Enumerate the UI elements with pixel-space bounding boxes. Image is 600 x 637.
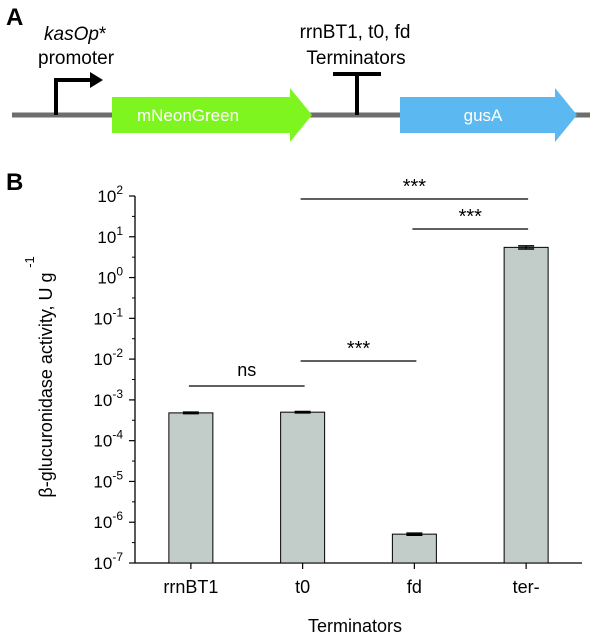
y-tick-label: 10-1 [93, 305, 123, 328]
y-tick-label: 10-3 [93, 387, 123, 410]
mneongreen-gene-label: mNeonGreen [137, 106, 239, 125]
y-tick-base: 10 [97, 269, 116, 288]
y-tick-label: 102 [97, 183, 123, 206]
y-tick-base: 10 [93, 391, 112, 410]
promoter-arrowhead-icon [90, 72, 103, 88]
y-tick-base: 10 [97, 228, 116, 247]
x-tick-label: rrnBT1 [163, 577, 218, 597]
y-tick-exponent: -6 [112, 509, 123, 523]
y-tick-base: 10 [93, 554, 112, 573]
x-ticks: rrnBT1 t0 fd ter- [163, 563, 540, 597]
promoter-word: promoter [38, 48, 115, 69]
promoter-arrow-icon [54, 78, 92, 115]
panel-b: B β-glucuronidase activity, U g -1 10210… [6, 169, 582, 636]
y-tick-label: 10-2 [93, 346, 123, 369]
y-tick-exponent: -3 [112, 387, 123, 401]
x-axis-title: Terminators [308, 616, 402, 636]
y-tick-exponent: -5 [112, 468, 123, 482]
y-tick-exponent: -4 [112, 428, 123, 442]
terminator-label-line2: Terminators [306, 48, 405, 69]
y-tick-exponent: -1 [112, 305, 123, 319]
comparison-label: *** [403, 176, 427, 198]
bar-fd [391, 533, 437, 564]
gusa-gene-arrow [400, 88, 577, 142]
y-tick-exponent: 2 [116, 183, 123, 197]
y-tick-base: 10 [93, 432, 112, 451]
y-tick-label: 10-6 [93, 509, 123, 532]
y-tick-base: 10 [93, 472, 112, 491]
terminator-label-line1: rrnBT1, t0, fd [300, 22, 411, 43]
panel-a-label: A [6, 4, 23, 31]
y-axis-label: β-glucuronidase activity, U g [36, 272, 56, 497]
y-axis-title: β-glucuronidase activity, U g [36, 272, 56, 497]
bar-ter- [503, 246, 549, 564]
comparison-label: ns [237, 360, 256, 380]
significance-brackets: ns *** *** *** [188, 176, 529, 387]
x-tick-label: ter- [513, 577, 540, 597]
promoter-label-top: kasOp* [44, 24, 107, 45]
y-tick-exponent: 0 [116, 265, 123, 279]
bar-t0 [280, 411, 326, 564]
panel-b-label: B [6, 169, 23, 196]
x-tick-label: fd [407, 577, 422, 597]
comparison-label: *** [459, 206, 483, 228]
bars [168, 245, 549, 564]
comparison-label: *** [347, 338, 371, 360]
y-tick-label: 100 [97, 265, 123, 288]
gusa-gene-label: gusA [464, 106, 503, 125]
y-tick-label: 10-7 [93, 550, 123, 573]
y-tick-exponent: -7 [112, 550, 123, 564]
y-tick-base: 10 [93, 513, 112, 532]
mneongreen-gene-arrow [112, 88, 312, 142]
y-tick-exponent: -2 [112, 346, 123, 360]
bar-rrnBT1 [168, 412, 214, 564]
y-tick-base: 10 [97, 187, 116, 206]
y-tick-base: 10 [93, 309, 112, 328]
panel-a: A kasOp* promoter rrnBT1, t0, fd Termina… [6, 4, 590, 142]
x-tick-label: t0 [295, 577, 310, 597]
y-axis-label-exponent-group: -1 [22, 256, 37, 268]
y-tick-label: 101 [97, 224, 123, 247]
promoter-star: * [99, 24, 107, 45]
y-tick-label: 10-5 [93, 468, 123, 491]
y-axis-title-exponent: -1 [22, 256, 37, 268]
promoter-italic: kasOp [44, 24, 99, 45]
y-tick-exponent: 1 [116, 224, 123, 238]
y-tick-base: 10 [93, 350, 112, 369]
y-tick-label: 10-4 [93, 428, 123, 451]
